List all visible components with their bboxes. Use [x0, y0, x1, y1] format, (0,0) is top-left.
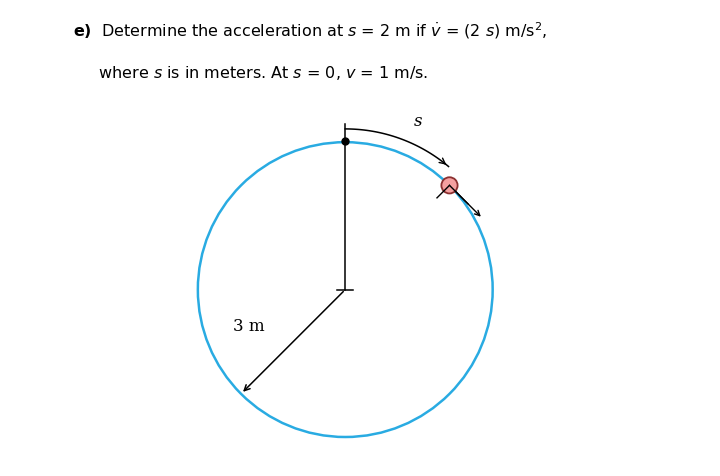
- Circle shape: [441, 177, 458, 193]
- Text: where $s$ is in meters. At $s$ = 0, $v$ = 1 m/s.: where $s$ is in meters. At $s$ = 0, $v$ …: [73, 64, 428, 82]
- Text: s: s: [414, 113, 423, 130]
- Text: $\bf{e)}$  Determine the acceleration at $s$ = 2 m if $\dot{v}$ = (2 $s$) m/s$^2: $\bf{e)}$ Determine the acceleration at …: [73, 20, 546, 40]
- Text: 3 m: 3 m: [233, 317, 264, 335]
